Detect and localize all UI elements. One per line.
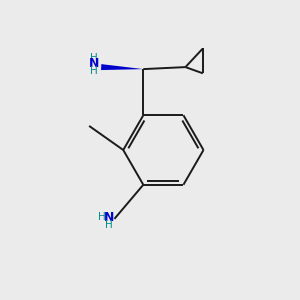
Text: H: H xyxy=(90,52,98,63)
Text: H: H xyxy=(105,220,113,230)
Text: H: H xyxy=(98,212,106,222)
Polygon shape xyxy=(101,64,143,70)
Text: N: N xyxy=(88,57,99,70)
Text: N: N xyxy=(103,211,114,224)
Text: H: H xyxy=(90,66,98,76)
